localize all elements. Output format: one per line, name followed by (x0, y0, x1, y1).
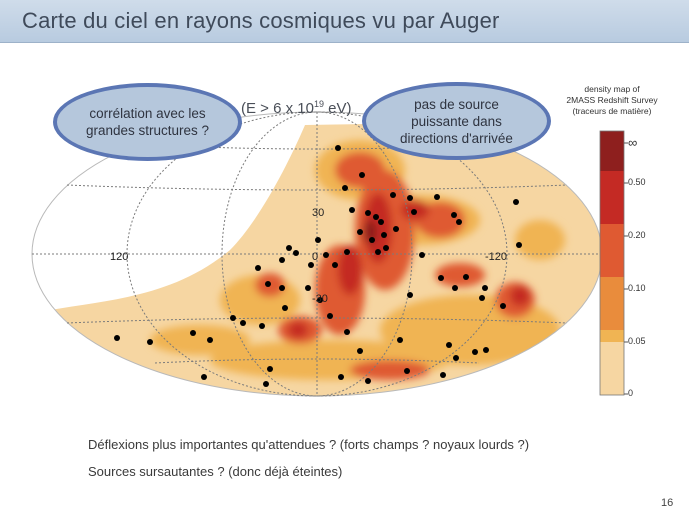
event-dot (419, 252, 425, 258)
energy-exponent: 19 (313, 99, 324, 109)
event-dot (201, 374, 207, 380)
event-dot (452, 285, 458, 291)
event-dot (451, 212, 457, 218)
density-map (32, 120, 602, 396)
event-dot (230, 315, 236, 321)
page-number: 16 (661, 497, 674, 509)
event-dot (357, 229, 363, 235)
bubble-correlation-text: corrélation avec les grandes structures … (85, 106, 210, 138)
event-dot (500, 303, 506, 309)
event-dot (305, 285, 311, 291)
legend-title-line2: 2MASS Redshift Survey (566, 95, 658, 105)
event-dot (279, 257, 285, 263)
event-dot (207, 337, 213, 343)
event-dot (317, 297, 323, 303)
event-dot (332, 262, 338, 268)
event-dot (342, 185, 348, 191)
event-dot (267, 366, 273, 372)
event-dot (378, 219, 384, 225)
event-dot (349, 207, 355, 213)
event-dot (259, 323, 265, 329)
event-dot (357, 348, 363, 354)
event-dot (335, 145, 341, 151)
colorbar-label-005: 0.05 (628, 336, 646, 346)
colorbar-label-010: 0.10 (628, 283, 646, 293)
colorbar-label-020: 0.20 (628, 230, 646, 240)
event-dot (463, 274, 469, 280)
event-dot (446, 342, 452, 348)
event-dot (375, 249, 381, 255)
event-dot (434, 194, 440, 200)
energy-prefix: (E > 6 x 10 (241, 100, 314, 117)
event-dots (114, 145, 522, 387)
event-dot (411, 209, 417, 215)
event-dot (373, 214, 379, 220)
event-dot (440, 372, 446, 378)
event-dot (263, 381, 269, 387)
event-dot (315, 237, 321, 243)
colorbar-label-inf: ∞ (628, 135, 638, 150)
note-deflection: Déflexions plus importantes qu'attendues… (88, 437, 530, 452)
event-dot (516, 242, 522, 248)
colorbar (599, 130, 628, 396)
event-dot (344, 329, 350, 335)
event-dot (453, 355, 459, 361)
label-lat-minus-30: -30 (312, 293, 328, 305)
legend-title-line3: (traceurs de matière) (572, 106, 652, 116)
colorbar-label-050: 0.50 (628, 177, 646, 187)
event-dot (472, 349, 478, 355)
event-dot (359, 172, 365, 178)
event-dot (513, 199, 519, 205)
event-dot (483, 347, 489, 353)
event-dot (240, 320, 246, 326)
event-dot (190, 330, 196, 336)
event-dot (279, 285, 285, 291)
event-dot (397, 337, 403, 343)
event-dot (293, 250, 299, 256)
label-lon-minus-120: -120 (485, 251, 507, 263)
bubble-correlation: corrélation avec les grandes structures … (53, 83, 242, 161)
event-dot (282, 305, 288, 311)
event-dot (286, 245, 292, 251)
slide-title: Carte du ciel en rayons cosmiques vu par… (22, 8, 500, 33)
event-dot (327, 313, 333, 319)
event-dot (479, 295, 485, 301)
event-dot (407, 195, 413, 201)
event-dot (438, 275, 444, 281)
label-lon-0: 0 (312, 251, 318, 263)
slide-header: Carte du ciel en rayons cosmiques vu par… (0, 0, 689, 43)
event-dot (147, 339, 153, 345)
event-dot (255, 265, 261, 271)
event-dot (265, 281, 271, 287)
legend-title-line1: density map of (584, 84, 640, 94)
colorbar-label-0: 0 (628, 388, 634, 398)
event-dot (338, 374, 344, 380)
label-lon-120: 120 (110, 251, 128, 263)
event-dot (365, 210, 371, 216)
event-dot (365, 378, 371, 384)
event-dot (383, 245, 389, 251)
event-dot (390, 192, 396, 198)
event-dot (308, 262, 314, 268)
energy-threshold: (E > 6 x 1019 eV) (241, 99, 352, 117)
event-dot (393, 226, 399, 232)
energy-suffix: eV) (323, 100, 352, 117)
event-dot (369, 237, 375, 243)
note-bursting-sources: Sources sursautantes ? (donc déjà éteint… (88, 464, 343, 479)
event-dot (381, 232, 387, 238)
event-dot (482, 285, 488, 291)
event-dot (404, 368, 410, 374)
event-dot (407, 292, 413, 298)
event-dot (344, 249, 350, 255)
bubble-no-source-text: pas de source puissante dans directions … (400, 96, 513, 146)
event-dot (114, 335, 120, 341)
event-dot (323, 252, 329, 258)
bubble-no-source: pas de source puissante dans directions … (362, 82, 551, 160)
event-dot (456, 219, 462, 225)
label-lat-30: 30 (312, 207, 324, 219)
legend-title: density map of 2MASS Redshift Survey (tr… (562, 84, 662, 117)
